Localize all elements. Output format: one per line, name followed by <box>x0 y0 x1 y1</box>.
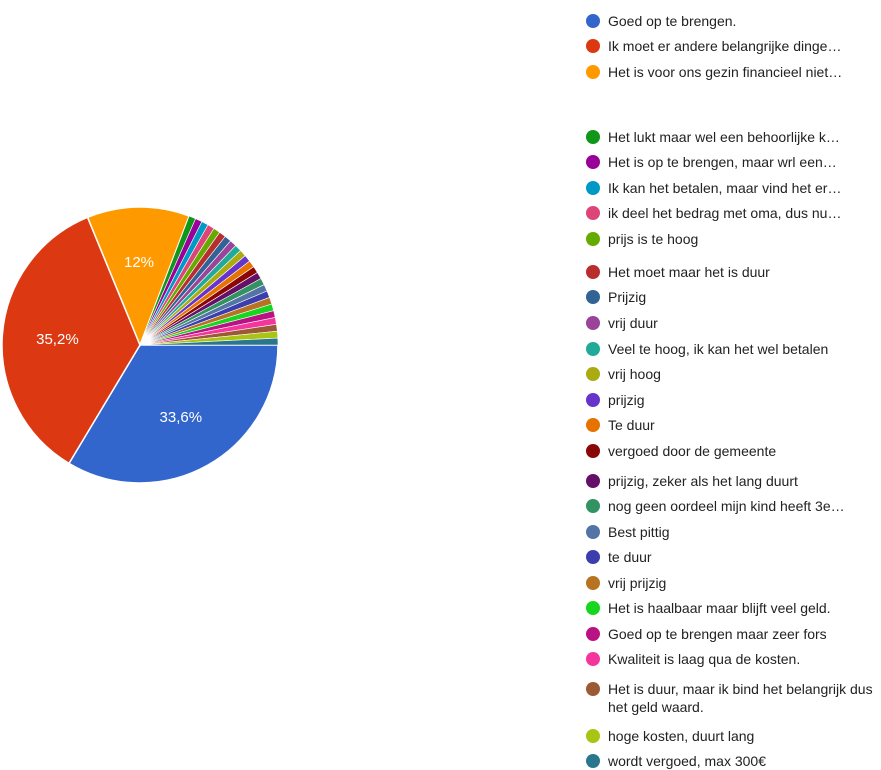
legend-label: Het moet maar het is duur <box>608 264 770 280</box>
legend-label: Best pittig <box>608 524 670 540</box>
legend-label: te duur <box>608 549 652 565</box>
legend-label: prijs is te hoog <box>608 231 699 247</box>
slice-label: 12% <box>124 254 154 271</box>
legend-item[interactable]: prijs is te hoog <box>586 230 878 248</box>
legend-item[interactable]: Ik moet er andere belangrijke dinge… <box>586 37 878 55</box>
legend-item[interactable]: Te duur <box>586 416 878 434</box>
legend-swatch <box>586 682 600 696</box>
legend-swatch <box>586 155 600 169</box>
legend-label: wordt vergoed, max 300€ <box>608 753 766 769</box>
legend-item[interactable]: ik deel het bedrag met oma, dus nu… <box>586 204 878 222</box>
legend-swatch <box>586 342 600 356</box>
legend-item[interactable]: vrij duur <box>586 314 878 332</box>
legend-swatch <box>586 444 600 458</box>
legend-label: Veel te hoog, ik kan het wel betalen <box>608 341 829 357</box>
legend-swatch <box>586 65 600 79</box>
legend-label: Ik moet er andere belangrijke dinge… <box>608 38 842 54</box>
pie-slice[interactable] <box>1 216 141 465</box>
legend-swatch <box>586 754 600 768</box>
legend-item[interactable]: vergoed door de gemeente <box>586 442 878 460</box>
legend-swatch <box>586 290 600 304</box>
legend-item[interactable]: Het is duur, maar ik bind het belangrijk… <box>586 680 878 716</box>
legend-item[interactable]: Het is op te brengen, maar wrl een… <box>586 153 878 171</box>
legend-item[interactable]: te duur <box>586 548 878 566</box>
legend-swatch <box>586 550 600 564</box>
legend-label: Goed op te brengen maar zeer fors <box>608 626 827 642</box>
legend-item[interactable]: hoge kosten, duurt lang <box>586 727 878 745</box>
legend-label: prijzig, zeker als het lang duurt <box>608 473 798 489</box>
legend-swatch <box>586 130 600 144</box>
legend-swatch <box>586 39 600 53</box>
legend-swatch <box>586 232 600 246</box>
pie-chart: 33,6% 35,2% 12% <box>1 206 279 484</box>
legend-item[interactable]: Het moet maar het is duur <box>586 263 878 281</box>
legend-label: hoge kosten, duurt lang <box>608 728 755 744</box>
legend-swatch <box>586 729 600 743</box>
legend-swatch <box>586 206 600 220</box>
pie-slice[interactable] <box>139 337 279 346</box>
legend-swatch <box>586 418 600 432</box>
legend-swatch <box>586 474 600 488</box>
legend-label: Het lukt maar wel een behoorlijke k… <box>608 129 840 145</box>
legend-swatch <box>586 265 600 279</box>
legend-label: Te duur <box>608 417 655 433</box>
legend-label: vrij prijzig <box>608 575 667 591</box>
legend-label: Het is voor ons gezin financieel niet… <box>608 64 843 80</box>
slice-label: 35,2% <box>36 331 79 348</box>
legend-label: Prijzig <box>608 289 647 305</box>
legend-swatch <box>586 367 600 381</box>
legend-label: vergoed door de gemeente <box>608 443 777 459</box>
legend-label: nog geen oordeel mijn kind heeft 3e… <box>608 498 845 514</box>
legend-label: Het is duur, maar ik bind het belangrijk… <box>608 681 873 715</box>
legend-item[interactable]: Kwaliteit is laag qua de kosten. <box>586 650 878 668</box>
legend-label: Kwaliteit is laag qua de kosten. <box>608 651 801 667</box>
pie-slice[interactable] <box>67 344 279 484</box>
legend-swatch <box>586 316 600 330</box>
legend-swatch <box>586 181 600 195</box>
legend-swatch <box>586 499 600 513</box>
legend-item[interactable]: Ik kan het betalen, maar vind het er… <box>586 179 878 197</box>
legend-item[interactable]: vrij hoog <box>586 365 878 383</box>
legend-item[interactable]: vrij prijzig <box>586 574 878 592</box>
legend-swatch <box>586 393 600 407</box>
legend-item[interactable]: Best pittig <box>586 523 878 541</box>
legend-item[interactable]: prijzig <box>586 391 878 409</box>
legend-item[interactable]: Veel te hoog, ik kan het wel betalen <box>586 340 878 358</box>
legend-item[interactable]: prijzig, zeker als het lang duurt <box>586 472 878 490</box>
pie-slice[interactable] <box>86 206 191 348</box>
legend-item[interactable]: Goed op te brengen maar zeer fors <box>586 625 878 643</box>
legend-swatch <box>586 14 600 28</box>
legend-item[interactable]: wordt vergoed, max 300€ <box>586 752 878 770</box>
legend-item[interactable]: Het is haalbaar maar blijft veel geld. <box>586 599 878 617</box>
legend-swatch <box>586 601 600 615</box>
legend-label: Het is op te brengen, maar wrl een… <box>608 154 837 170</box>
legend-swatch <box>586 627 600 641</box>
legend-item[interactable]: nog geen oordeel mijn kind heeft 3e… <box>586 497 878 515</box>
legend-item[interactable]: Het lukt maar wel een behoorlijke k… <box>586 128 878 146</box>
legend-label: ik deel het bedrag met oma, dus nu… <box>608 205 842 221</box>
legend-swatch <box>586 576 600 590</box>
legend-item[interactable]: Het is voor ons gezin financieel niet… <box>586 63 878 81</box>
legend-label: vrij hoog <box>608 366 661 382</box>
legend-swatch <box>586 652 600 666</box>
legend-label: prijzig <box>608 392 645 408</box>
legend-item[interactable]: Goed op te brengen. <box>586 12 878 30</box>
legend-label: Goed op te brengen. <box>608 13 737 29</box>
legend-label: Ik kan het betalen, maar vind het er… <box>608 180 842 196</box>
legend-item[interactable]: Prijzig <box>586 288 878 306</box>
legend-label: vrij duur <box>608 315 658 331</box>
slice-label: 33,6% <box>160 409 203 426</box>
legend-label: Het is haalbaar maar blijft veel geld. <box>608 600 831 616</box>
legend-swatch <box>586 525 600 539</box>
